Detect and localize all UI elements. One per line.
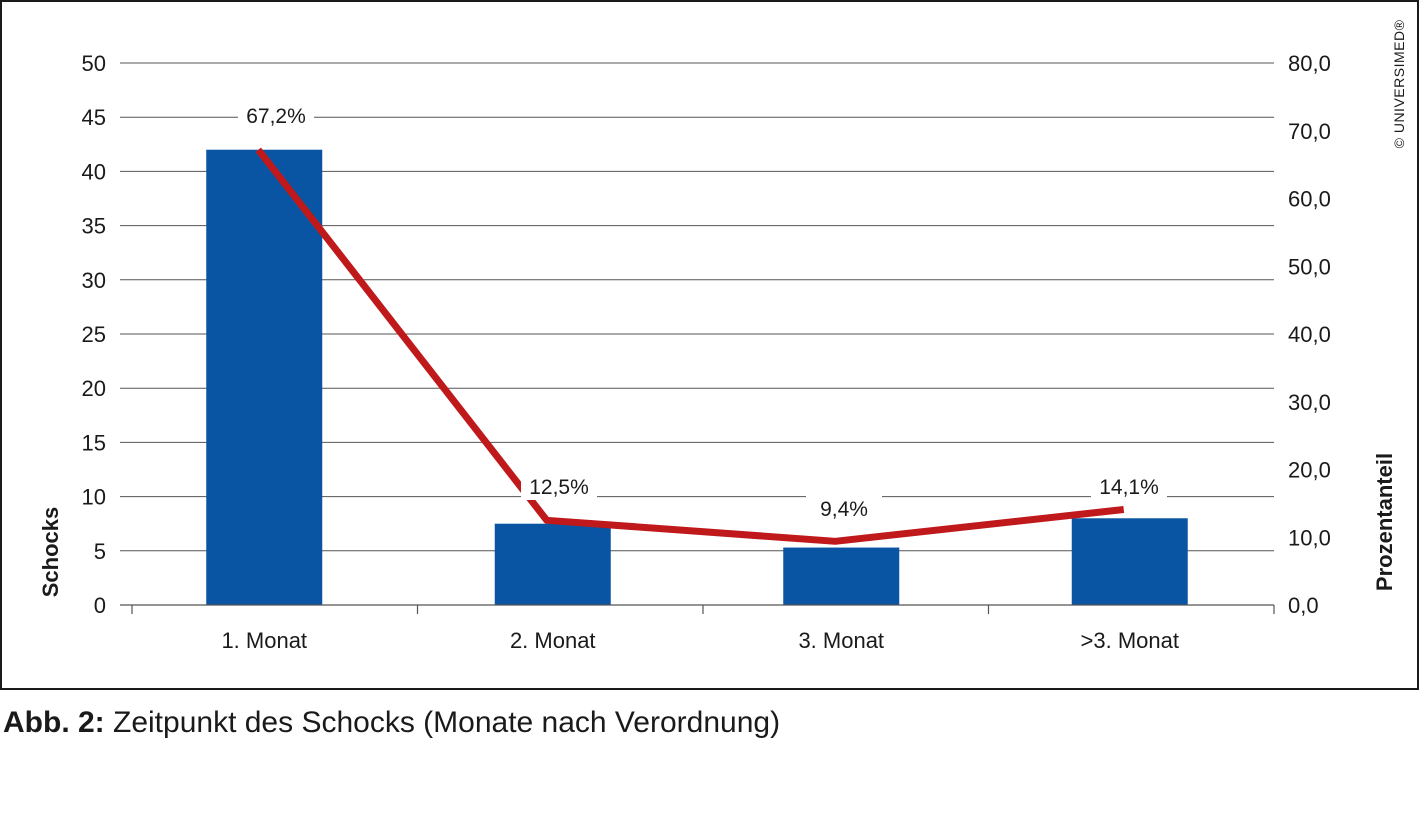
y-tick-label: 0 [94, 593, 106, 618]
chart-figure: 0 5 10 15 20 25 30 35 40 45 50 0,0 10,0 20,0 30,0 40,0 5… [0, 0, 1419, 690]
bar [206, 149, 323, 605]
y-tick-label: 5 [94, 539, 106, 564]
caption-text: Zeitpunkt des Schocks (Monate nach Veror… [104, 706, 781, 739]
y-tick-label: 15 [82, 430, 106, 455]
data-label-bg [1091, 470, 1167, 500]
y-tick-label: 35 [82, 214, 106, 239]
figure-caption: Abb. 2: Zeitpunkt des Schocks (Monate na… [3, 706, 780, 740]
axes: 0 5 10 15 20 25 30 35 40 45 50 0,0 10,0 20,0 30,0 40,0 5… [82, 51, 1331, 653]
data-label: 9,4% [820, 498, 868, 521]
y-axis-label: Schocks [38, 507, 63, 598]
combo-chart: 0 5 10 15 20 25 30 35 40 45 50 0,0 10,0 20,0 30,0 40,0 5… [38, 19, 1407, 653]
line-path [255, 147, 1125, 545]
caption-label: Abb. 2: [3, 706, 105, 739]
y2-tick-label: 40,0 [1288, 322, 1331, 347]
y-tick-label: 10 [82, 485, 106, 510]
x-tick-label: 3. Monat [798, 628, 884, 653]
bar-series [206, 149, 1188, 605]
data-label-bg [521, 470, 597, 500]
y2-tick-label: 80,0 [1288, 51, 1331, 76]
data-labels: 67,2% 12,5% 9,4% 14,1% [238, 99, 1167, 522]
y2-tick-label: 70,0 [1288, 119, 1331, 144]
y-tick-label: 30 [82, 268, 106, 293]
x-tick-label: 1. Monat [221, 628, 307, 653]
data-label: 67,2% [246, 105, 306, 128]
y2-tick-label: 50,0 [1288, 254, 1331, 279]
y2-tick-label: 0,0 [1288, 593, 1319, 618]
data-label-bg [806, 492, 882, 522]
y-tick-label: 20 [82, 376, 106, 401]
y2-tick-label: 30,0 [1288, 390, 1331, 415]
bar [783, 547, 900, 605]
y2-tick-label: 60,0 [1288, 187, 1331, 212]
y-tick-label: 50 [82, 51, 106, 76]
y2-axis-label: Prozentanteil [1372, 453, 1397, 591]
y2-tick-label: 20,0 [1288, 458, 1331, 483]
bar [1071, 518, 1188, 605]
x-tick-label: 2. Monat [510, 628, 596, 653]
y-tick-label: 25 [82, 322, 106, 347]
data-label: 12,5% [529, 476, 589, 499]
x-tick-label: >3. Monat [1081, 628, 1179, 653]
copyright-watermark: © UNIVERSIMED® [1391, 19, 1407, 148]
data-label-bg [238, 99, 314, 129]
bar [494, 523, 611, 605]
line-series [255, 147, 1125, 545]
y2-tick-label: 10,0 [1288, 525, 1331, 550]
data-label: 14,1% [1099, 476, 1159, 499]
y-tick-label: 45 [82, 105, 106, 130]
y-tick-label: 40 [82, 159, 106, 184]
